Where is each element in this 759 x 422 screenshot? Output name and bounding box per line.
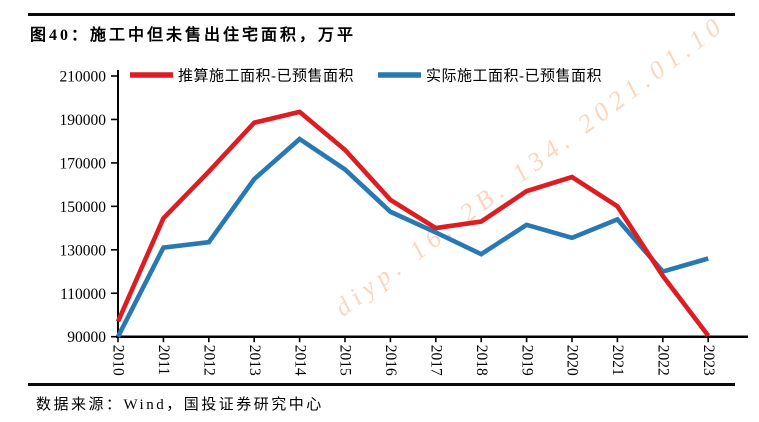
x-tick-label: 2013 [246,345,263,376]
y-tick-label: 110000 [60,286,106,303]
figure-title: 图40：施工中但未售出住宅面积，万平 [30,27,357,44]
x-tick-label: 2021 [609,345,626,376]
legend-label-1: 实际施工面积-已预售面积 [426,68,602,85]
x-tick-label: 2018 [473,345,490,376]
x-tick-label: 2016 [382,345,399,376]
x-tick-label: 2017 [428,345,445,376]
bottom-divider-rule [28,383,735,386]
legend-label-0: 推算施工面积-已预售面积 [178,67,354,85]
x-tick-label: 2011 [155,345,172,375]
x-tick-label: 2010 [110,345,127,376]
x-tick-label: 2012 [201,345,218,376]
x-tick-label: 2023 [700,345,717,376]
chart-svg: 90000 110000 130000 150000 170000 190000 21000… [60,67,748,376]
x-tick-label: 2022 [655,345,672,376]
x-tick-label: 2015 [337,345,354,376]
data-source-note: 数据来源：Wind，国投证券研究中心 [36,397,324,413]
y-tick-label: 150000 [60,199,107,216]
line-chart: 90000 110000 130000 150000 170000 190000 21000… [0,46,759,391]
y-tick-label: 210000 [60,69,107,86]
x-tick-label: 2020 [564,345,581,376]
y-tick-label: 170000 [60,155,107,172]
y-tick-label: 130000 [60,242,107,259]
top-divider-rule [28,13,735,16]
x-tick-label: 2014 [291,345,308,376]
y-tick-label: 90000 [67,329,106,346]
series-line-0 [115,109,711,338]
x-tick-label: 2019 [518,345,535,376]
y-tick-label: 190000 [60,112,107,129]
series-line-1 [115,136,709,338]
